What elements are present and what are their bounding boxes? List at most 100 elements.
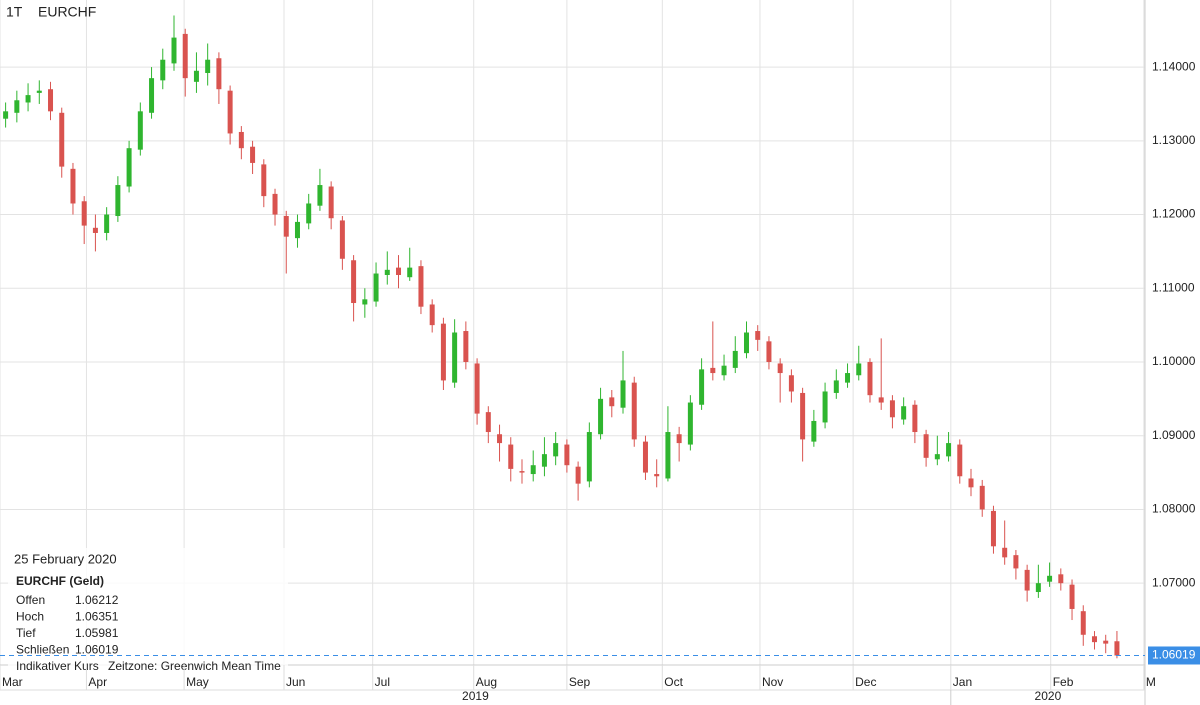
- timezone: Zeitzone: Greenwich Mean Time: [108, 659, 281, 673]
- candles: [3, 15, 1120, 659]
- candle-body: [508, 444, 514, 469]
- candle-body: [261, 164, 267, 197]
- candle-body: [901, 406, 907, 420]
- candle-body: [497, 434, 503, 444]
- candle-body: [598, 398, 604, 435]
- interval: 1T: [6, 4, 23, 20]
- year-label: 2020: [1035, 689, 1062, 703]
- info-label: Offen: [16, 593, 45, 607]
- candle-body: [811, 420, 817, 442]
- candle-body: [418, 266, 424, 307]
- candle-body: [833, 380, 839, 393]
- info-label: Hoch: [16, 610, 44, 624]
- candle-body: [845, 373, 851, 383]
- candle-body: [766, 341, 772, 362]
- candle-body: [351, 260, 357, 304]
- candle-body: [283, 216, 289, 237]
- candle-body: [440, 323, 446, 381]
- candle-body: [104, 214, 110, 233]
- x-tick-label: M: [1146, 675, 1156, 689]
- candle-body: [609, 397, 615, 407]
- candle-body: [755, 331, 761, 340]
- candle-body: [631, 382, 637, 440]
- x-tick-label: Jul: [375, 675, 390, 689]
- y-tick-label: 1.10000: [1152, 354, 1196, 368]
- candle-body: [396, 267, 402, 275]
- candle-body: [800, 392, 806, 440]
- candle-body: [1013, 555, 1019, 569]
- candle-body: [519, 471, 525, 473]
- candle-body: [732, 350, 738, 368]
- x-tick-label: Dec: [855, 675, 876, 689]
- candle-body: [429, 304, 435, 326]
- candle-body: [171, 37, 177, 64]
- candle-body: [48, 89, 54, 112]
- candle-body: [878, 397, 884, 403]
- candle-body: [137, 111, 143, 150]
- x-tick-label: Nov: [762, 675, 783, 689]
- y-tick-label: 1.14000: [1152, 59, 1196, 73]
- candle-body: [373, 273, 379, 302]
- candle-body: [463, 331, 469, 362]
- candle-body: [1035, 583, 1041, 593]
- candle-body: [160, 59, 166, 81]
- candle-body: [822, 391, 828, 423]
- candle-body: [721, 365, 727, 376]
- info-panel: 25 February 2020 EURCHF (Geld) Offen 1.06…: [8, 548, 288, 676]
- last-price-tag: [1148, 646, 1200, 665]
- candle-body: [564, 444, 570, 466]
- info-date: 25 February 2020: [14, 551, 117, 566]
- x-tick-label: Feb: [1053, 675, 1074, 689]
- candle-body: [934, 454, 940, 460]
- candle-body: [227, 90, 233, 134]
- info-label: Tief: [16, 626, 36, 640]
- candle-body: [957, 444, 963, 477]
- candle-body: [889, 400, 895, 418]
- candle-body: [777, 363, 783, 374]
- info-value: 1.06212: [75, 593, 119, 607]
- candle-body: [59, 112, 65, 167]
- candle-body: [1114, 641, 1120, 656]
- info-value: 1.06019: [75, 643, 119, 657]
- candle-body: [530, 465, 536, 475]
- candle-body: [452, 332, 458, 383]
- candle-body: [788, 375, 794, 392]
- candle-body: [575, 466, 581, 484]
- y-tick-label: 1.12000: [1152, 207, 1196, 221]
- x-tick-label: Apr: [88, 675, 107, 689]
- candle-body: [339, 220, 345, 259]
- candle-body: [1002, 547, 1008, 558]
- candle-body: [216, 58, 222, 90]
- candle-body: [272, 193, 278, 215]
- candle-body: [25, 95, 31, 103]
- candle-body: [1058, 574, 1064, 584]
- candle-body: [317, 185, 323, 206]
- info-value: 1.05981: [75, 626, 119, 640]
- candle-body: [1080, 611, 1086, 635]
- candle-body: [1103, 640, 1109, 644]
- candle-body: [979, 485, 985, 510]
- candle-body: [81, 201, 87, 226]
- panel-bg: [8, 548, 288, 676]
- candle-body: [699, 369, 705, 405]
- candle-body: [92, 227, 98, 233]
- info-value: 1.06351: [75, 610, 119, 624]
- note: Indikativer Kurs: [16, 659, 99, 673]
- candle-body: [990, 510, 996, 547]
- y-tick-label: 1.09000: [1152, 428, 1196, 442]
- candle-body: [946, 443, 952, 457]
- x-tick-label: Jan: [953, 675, 972, 689]
- candle-body: [1024, 569, 1030, 591]
- candle-body: [687, 402, 693, 445]
- x-tick-label: Oct: [664, 675, 683, 689]
- candle-body: [182, 33, 188, 79]
- candle-body: [149, 78, 155, 113]
- x-tick-label: Jun: [286, 675, 305, 689]
- candle-body: [620, 380, 626, 408]
- last-price-label: 1.06019: [1152, 648, 1196, 662]
- symbol: EURCHF: [38, 4, 96, 20]
- x-tick-label: Sep: [569, 675, 591, 689]
- y-tick-label: 1.13000: [1152, 133, 1196, 147]
- candle-body: [193, 70, 199, 82]
- candle-body: [474, 363, 480, 414]
